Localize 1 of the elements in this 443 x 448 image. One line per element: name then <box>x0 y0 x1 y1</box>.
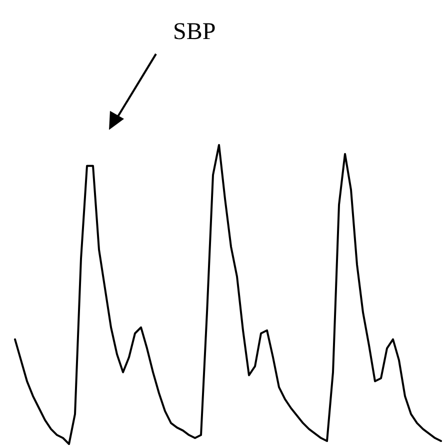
text: SBP <box>173 18 216 45</box>
